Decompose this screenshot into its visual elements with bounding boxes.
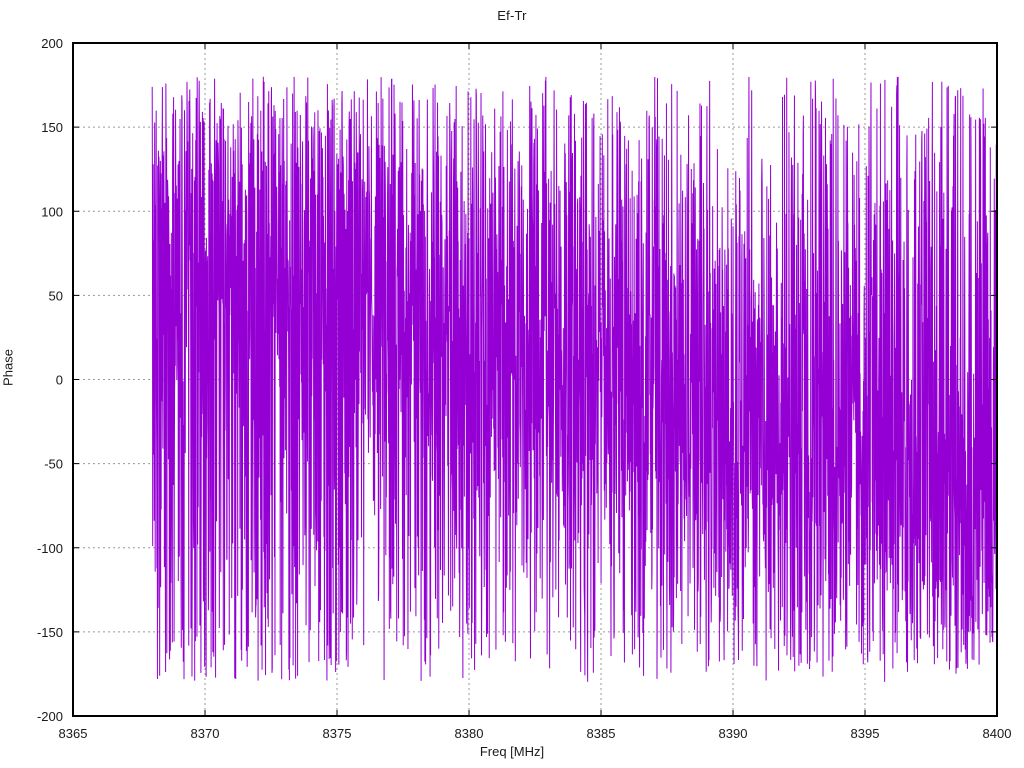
x-tick-label: 8370 [191, 726, 220, 741]
axis-ticks [72, 42, 998, 717]
y-tick-label: -150 [37, 625, 63, 640]
x-axis-label: Freq [MHz] [479, 744, 545, 759]
y-tick-label: -50 [44, 457, 63, 472]
y-tick-label: -200 [37, 709, 63, 724]
y-tick-label: -100 [37, 541, 63, 556]
page-title: Ef-Tr [497, 8, 527, 23]
x-tick-label: 8375 [323, 726, 352, 741]
x-tick-label: 8400 [983, 726, 1012, 741]
y-tick-label: 150 [41, 120, 63, 135]
x-tick-label: 8390 [719, 726, 748, 741]
y-tick-label: 50 [49, 288, 63, 303]
data-series-phase [151, 76, 998, 682]
y-tick-label: 200 [41, 36, 63, 51]
x-tick-label: 8365 [59, 726, 88, 741]
x-tick-label: 8395 [851, 726, 880, 741]
y-tick-label: 0 [56, 373, 63, 388]
y-tick-label: 100 [41, 204, 63, 219]
x-tick-label: 8385 [587, 726, 616, 741]
axis-tick-labels: 8365 8370 8375 8380 8385 8390 8395 8400 -200 -150… [37, 36, 1011, 741]
x-tick-label: 8380 [455, 726, 484, 741]
